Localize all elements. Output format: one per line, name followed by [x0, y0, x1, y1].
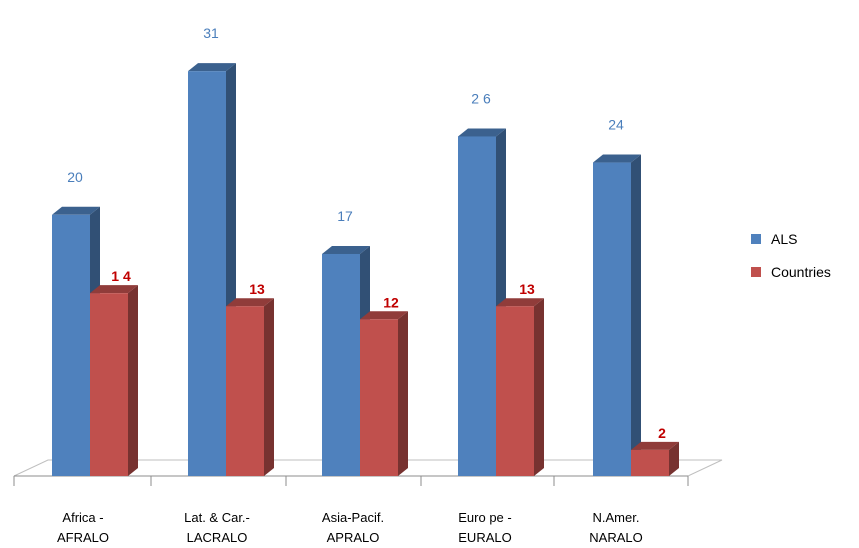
- bar-top: [322, 245, 370, 254]
- chart-bars: [52, 63, 679, 477]
- data-label-countries-1: 1 4: [111, 268, 131, 284]
- data-label-als-2: 31: [203, 25, 219, 41]
- bar-side: [669, 441, 679, 476]
- data-label-als-4: 2 6: [471, 90, 491, 106]
- bar-countries-4: [496, 298, 544, 476]
- bar-front: [360, 319, 398, 476]
- bar-side: [534, 298, 544, 476]
- bar-top: [52, 206, 100, 215]
- data-label-als-3: 17: [337, 208, 353, 224]
- data-label-als-5: 24: [608, 117, 624, 133]
- legend-label: ALS: [771, 231, 797, 247]
- legend: ALS Countries: [751, 231, 831, 280]
- bar-countries-3: [360, 311, 408, 476]
- bar-top: [631, 441, 679, 450]
- bar-top: [496, 298, 544, 307]
- bar-top: [226, 298, 274, 307]
- bar-top: [593, 154, 641, 163]
- legend-swatch: [751, 267, 761, 277]
- bar-front: [458, 136, 496, 476]
- legend-item-als: ALS: [751, 231, 797, 247]
- category-label-4: Euro pe -EURALO: [458, 510, 511, 545]
- category-label-3: Asia-Pacif. APRALO: [322, 510, 384, 545]
- category-label-1: Africa -AFRALO: [57, 510, 109, 545]
- bar-front: [496, 306, 534, 476]
- bar-side: [398, 311, 408, 476]
- legend-label: Countries: [771, 264, 831, 280]
- category-label-2: Lat. & Car.-LACRALO: [184, 510, 250, 545]
- bar-top: [90, 285, 138, 294]
- bar-side: [128, 285, 138, 476]
- bar-front: [322, 253, 360, 476]
- bar-top: [458, 128, 506, 137]
- bar-side: [631, 154, 641, 476]
- data-label-countries-4: 13: [519, 281, 535, 297]
- bar-countries-5: [631, 441, 679, 476]
- bar-top: [360, 311, 408, 320]
- data-labels: 20 1 4 31 13 17 12 2 6 13 24 2: [67, 25, 666, 441]
- data-label-countries-3: 12: [383, 294, 399, 310]
- bar-front: [90, 293, 128, 476]
- bar-front: [593, 162, 631, 476]
- category-axis-labels: Africa -AFRALO Lat. & Car.-LACRALO Asia-Pa…: [57, 510, 643, 545]
- bar-side: [264, 298, 274, 476]
- data-label-als-1: 20: [67, 169, 83, 185]
- bar-countries-2: [226, 298, 274, 476]
- bar-als-5: [593, 154, 641, 476]
- data-label-countries-5: 2: [658, 425, 666, 441]
- legend-item-countries: Countries: [751, 264, 831, 280]
- bar-front: [631, 449, 669, 476]
- bar-countries-1: [90, 285, 138, 476]
- data-label-countries-2: 13: [249, 281, 265, 297]
- bar-front: [52, 214, 90, 477]
- category-label-5: N.Amer. NARALO: [589, 510, 642, 545]
- legend-swatch: [751, 234, 761, 244]
- bar-front: [226, 306, 264, 476]
- bar-top: [188, 63, 236, 72]
- bar-front: [188, 71, 226, 476]
